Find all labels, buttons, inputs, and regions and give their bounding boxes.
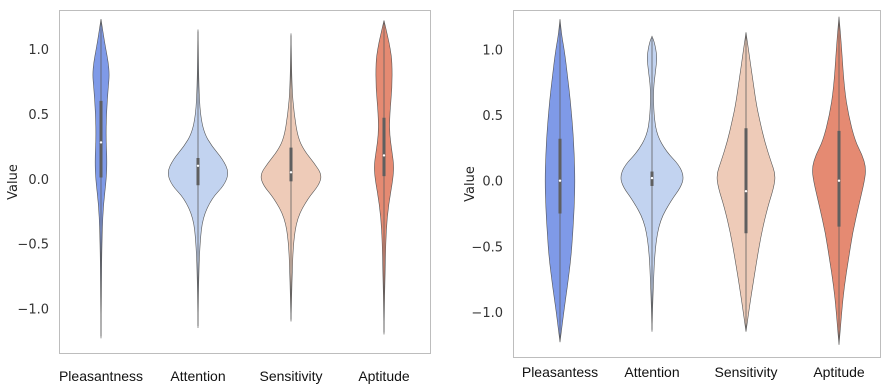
category-label: Attention [170,368,225,384]
y-axis-label: Value [6,164,21,200]
y-tick-label: −0.5 [17,238,49,253]
left-violin-panel: −1.0 −0.5 0.0 0.5 1.0 Value Pleasantness Attent… [6,10,431,384]
y-tick-label: 1.0 [482,43,503,58]
violin-median [558,179,562,182]
y-tick-label: 0.5 [482,109,503,124]
violin-median [196,164,200,167]
right-violin-panel: −1.0 −0.5 0.0 0.5 1.0 Value Pleasantess Attenti… [463,10,881,380]
category-label: Sensitivity [259,368,322,384]
category-label: Attention [624,364,679,380]
category-label: Sensitivity [714,364,777,380]
y-tick-label: −0.5 [471,240,503,255]
y-tick-label: 0.0 [28,173,49,188]
violin-median [99,141,103,144]
violin-median [837,179,841,182]
violin-median [289,171,293,174]
category-label: Pleasantness [59,368,143,384]
category-label: Aptitude [358,368,410,384]
y-axis-label: Value [463,166,478,202]
violin-median [744,190,748,193]
plot-frame [59,10,431,354]
violin-median [650,176,654,180]
category-label: Pleasantess [522,364,598,380]
y-tick-label: 0.5 [28,108,49,123]
category-label: Aptitude [813,364,865,380]
y-tick-label: −1.0 [17,303,49,318]
y-tick-label: −1.0 [471,306,503,321]
violin-median [382,154,386,157]
y-tick-label: 1.0 [28,43,49,58]
y-tick-label: 0.0 [482,175,503,190]
